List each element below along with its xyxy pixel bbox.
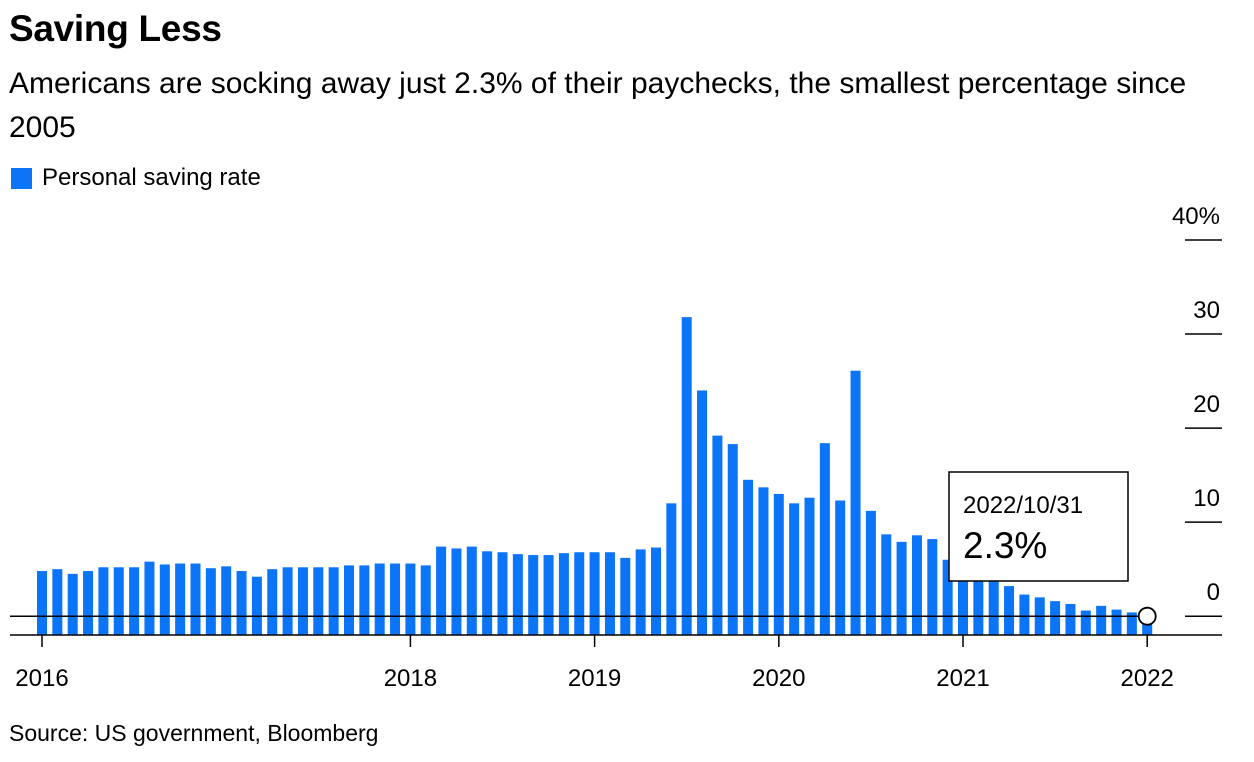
- bar-series: [37, 317, 1153, 635]
- bar: [758, 487, 769, 635]
- bar: [451, 548, 462, 635]
- y-axis: 40% 30 20 10 0: [1172, 203, 1222, 617]
- bar: [67, 573, 78, 635]
- bar: [528, 555, 539, 635]
- bar: [1004, 586, 1015, 635]
- callout-frame: [948, 471, 1129, 582]
- bar: [175, 563, 186, 635]
- bar: [835, 500, 846, 635]
- bar: [819, 443, 830, 635]
- x-tick-label: 2019: [568, 665, 621, 692]
- bar: [804, 497, 815, 635]
- x-tick-label: 2020: [752, 665, 805, 692]
- bar: [911, 535, 922, 635]
- chart-overlay: 2022/10/31 2.3%: [10, 471, 1157, 626]
- bar: [850, 370, 861, 635]
- bar: [1080, 610, 1091, 635]
- bar: [620, 557, 631, 635]
- bar: [313, 567, 324, 635]
- bar: [98, 567, 109, 635]
- bar: [144, 561, 155, 635]
- bar: [681, 317, 692, 635]
- x-tick-label: 2016: [15, 665, 68, 692]
- legend-label: Personal saving rate: [42, 164, 261, 191]
- callout-value: 2.3%: [963, 525, 1047, 566]
- bar: [83, 571, 94, 635]
- bar: [789, 503, 800, 635]
- bar: [497, 552, 508, 635]
- bar: [236, 571, 247, 635]
- y-tick-label: 30: [1193, 297, 1220, 324]
- bar: [282, 567, 293, 635]
- bar: [635, 549, 646, 635]
- y-tick-label: 10: [1193, 485, 1220, 512]
- bar: [512, 554, 523, 635]
- bar: [896, 541, 907, 635]
- legend-swatch: [11, 167, 32, 189]
- bar: [466, 546, 477, 635]
- bar: [727, 444, 738, 635]
- bar: [52, 569, 63, 635]
- bar: [482, 551, 493, 635]
- bar: [604, 552, 615, 635]
- x-tick-label: 2021: [936, 665, 989, 692]
- bar: [267, 569, 278, 635]
- bar: [743, 479, 754, 635]
- y-tick-label: 20: [1193, 391, 1220, 418]
- bar: [113, 567, 124, 635]
- source-note: Source: US government, Bloomberg: [9, 720, 379, 746]
- bar: [297, 567, 308, 635]
- bar: [159, 564, 170, 635]
- highlight-marker: [1137, 606, 1157, 626]
- bar: [651, 547, 661, 635]
- bar: [344, 565, 354, 635]
- bar: [129, 567, 140, 635]
- bar: [190, 563, 201, 635]
- bar: [1126, 612, 1137, 635]
- bar: [1111, 609, 1122, 635]
- bar: [865, 510, 876, 635]
- bar: [773, 493, 784, 635]
- bar: [221, 566, 232, 635]
- bar: [1096, 605, 1107, 635]
- bar: [881, 534, 892, 635]
- x-tick-label: 2018: [384, 665, 437, 692]
- x-axis: 2016 2018 2019 2020 2021 2022: [10, 634, 1222, 692]
- bar: [37, 571, 47, 635]
- x-tick-label: 2022: [1121, 665, 1174, 692]
- callout-box: 2022/10/31 2.3%: [948, 471, 1129, 582]
- bar: [405, 563, 416, 635]
- bar: [1142, 618, 1153, 635]
- bar: [374, 563, 385, 635]
- chart-subtitle: Americans are socking away just 2.3% of …: [9, 67, 1187, 144]
- bar: [1050, 601, 1061, 635]
- bar: [927, 539, 938, 635]
- legend: Personal saving rate: [11, 164, 261, 192]
- bar: [558, 553, 569, 635]
- bar: [712, 435, 723, 635]
- bar: [697, 390, 708, 635]
- bar: [574, 552, 585, 635]
- bar: [359, 565, 370, 635]
- callout-date: 2022/10/31: [963, 492, 1083, 519]
- bar: [436, 546, 447, 635]
- chart-title: Saving Less: [9, 8, 222, 49]
- bar: [390, 563, 401, 635]
- y-tick-label: 40%: [1172, 203, 1220, 230]
- bar: [666, 503, 677, 635]
- bar: [251, 576, 262, 635]
- bar: [942, 559, 953, 635]
- y-tick-label: 0: [1207, 579, 1220, 606]
- bar: [1019, 594, 1030, 635]
- bar: [543, 555, 554, 635]
- bar: [420, 565, 431, 635]
- bar: [1065, 603, 1076, 635]
- bar: [988, 581, 999, 635]
- bar: [973, 574, 984, 635]
- bar: [328, 567, 339, 635]
- bar: [958, 569, 968, 635]
- bar: [205, 568, 216, 635]
- bar: [589, 552, 600, 635]
